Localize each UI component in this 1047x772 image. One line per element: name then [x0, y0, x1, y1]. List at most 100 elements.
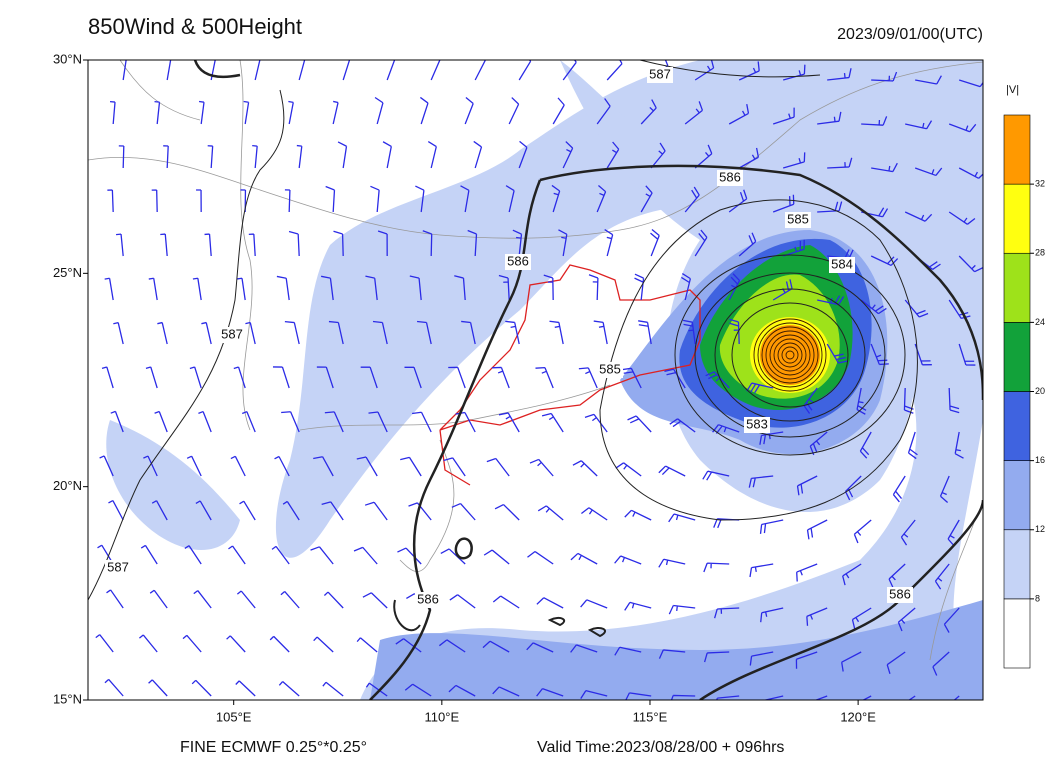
wind-barb: [682, 319, 696, 345]
axes: 105°E 110°E 115°E 120°E 15°N 20°N 25°N 30°N: [53, 51, 876, 724]
wind-barb: [508, 97, 520, 125]
lat-tick-label: 20°N: [53, 478, 82, 493]
contour-label-bg: [744, 417, 770, 433]
wind-barb: [862, 695, 872, 700]
wind-barb: [856, 387, 867, 415]
wind-barb: [409, 275, 422, 301]
wind-barb: [714, 607, 740, 619]
eye-contour: [757, 322, 823, 388]
wind-barb: [316, 366, 334, 389]
wind-barb: [494, 503, 520, 521]
wind-barb: [505, 320, 520, 345]
wind-barb: [827, 68, 852, 81]
wind-barb: [236, 590, 256, 609]
wind-barb: [827, 157, 853, 169]
wind-barb: [806, 519, 828, 540]
wind-barb: [448, 684, 476, 697]
wind-barb: [886, 651, 906, 674]
wind-barb: [527, 550, 554, 565]
lat-tick-label: 15°N: [53, 691, 82, 706]
wind-barb: [551, 184, 561, 213]
wind-barb: [958, 255, 983, 273]
wind-barb: [254, 60, 261, 81]
wind-barb: [278, 681, 300, 697]
wind-barb: [322, 681, 344, 697]
wind-barb: [650, 228, 660, 257]
wind-barb: [954, 431, 964, 459]
wind-barb: [749, 651, 774, 666]
wind-barb: [140, 544, 158, 565]
contour-labels: 587 586 586 585 584 585 583 587 587 586 586: [105, 66, 913, 608]
wind-barb: [411, 411, 432, 433]
colorbar-tick-label: 20: [1035, 386, 1045, 396]
wind-barb: [537, 505, 564, 521]
wind-barb: [419, 96, 429, 125]
wind-barb: [772, 107, 795, 125]
wind-barb: [870, 255, 899, 266]
wind-barb: [284, 189, 291, 213]
wind-barb: [943, 607, 960, 633]
wind-barb: [269, 635, 290, 653]
wind-barb: [796, 475, 818, 496]
colorbar-tick-label: 24: [1035, 317, 1045, 327]
wind-barb: [712, 424, 740, 434]
wind-barb: [694, 229, 708, 257]
wind-barb: [552, 97, 565, 125]
wind-barb: [239, 500, 256, 521]
wind-barb: [372, 320, 388, 345]
wind-barb: [904, 299, 929, 318]
wind-barb: [939, 475, 950, 504]
wind-barb: [323, 591, 344, 609]
wind-barb: [356, 456, 378, 477]
wind-barb: [109, 101, 116, 125]
wind-barb: [204, 233, 212, 257]
contour-label-bg: [887, 587, 913, 603]
wind-barb: [900, 519, 916, 546]
wind-barb: [160, 233, 168, 257]
wind-barb: [570, 552, 598, 565]
wind-barb: [151, 500, 168, 521]
wind-barb: [796, 563, 818, 582]
wind-barb: [377, 230, 388, 257]
wind-barb: [580, 689, 608, 699]
wind-barb: [288, 230, 300, 257]
wind-barb: [841, 651, 862, 672]
wind-barb: [907, 431, 918, 460]
wind-barb: [543, 274, 554, 301]
wind-barb: [914, 167, 943, 177]
wind-barb: [871, 71, 898, 82]
wind-barb: [958, 167, 983, 179]
wind-barb: [871, 162, 898, 173]
wind-barb: [281, 411, 300, 433]
wind-barb: [621, 367, 642, 389]
wind-barb: [284, 320, 300, 345]
wind-barb: [310, 546, 334, 565]
wind-barb: [760, 607, 784, 623]
wind-barb: [664, 368, 686, 389]
contour-label-bg: [785, 212, 811, 228]
wind-barb: [606, 141, 620, 169]
wind-barb: [370, 185, 380, 213]
wind-barb: [107, 189, 114, 213]
wind-barb: [588, 274, 599, 301]
wind-barb: [738, 147, 760, 169]
title: 850Wind & 500Height: [88, 14, 302, 39]
wind-barb: [572, 460, 598, 477]
wind-barb: [288, 100, 294, 125]
eye-contour: [785, 350, 795, 360]
wind-barb: [104, 277, 114, 301]
contour-label: 585: [599, 361, 621, 376]
contour-label-bg: [829, 257, 855, 273]
wind-barb: [684, 186, 700, 213]
wind-barb: [400, 456, 422, 477]
eye-contour: [777, 342, 803, 368]
wind-barb: [461, 320, 476, 345]
wind-barb: [746, 382, 774, 394]
wind-barb: [454, 275, 466, 301]
map-area: 587 586 586 585 584 585 583 587 587 586 586: [88, 60, 983, 700]
wind-barb: [529, 458, 554, 477]
wind-barb: [762, 695, 784, 700]
wind-barb: [703, 562, 730, 573]
wind-barb: [191, 679, 212, 697]
